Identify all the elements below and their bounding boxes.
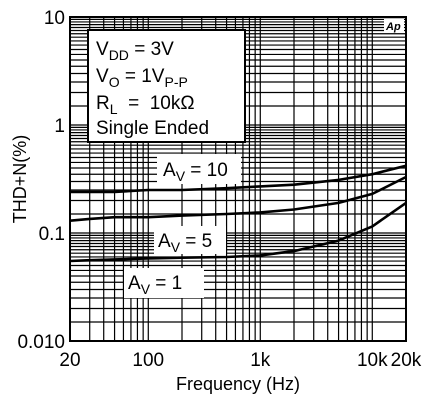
series-line-2: [69, 201, 407, 263]
y-tick-label: 0.010: [17, 332, 65, 353]
y-tick-labels: 10 1 0.1 0.010: [17, 8, 65, 353]
x-tick-label: 100: [132, 350, 164, 371]
y-axis-label: THD+N(%): [10, 135, 30, 224]
series-label-av10-text: AV = 10: [163, 160, 228, 184]
series-label-av1: AV = 1: [124, 268, 204, 298]
x-axis-label: Frequency (Hz): [176, 374, 300, 394]
ap-logo-bg: [384, 19, 404, 33]
series-label-av1-bg: [124, 268, 204, 298]
plot-frame: [69, 16, 407, 342]
series-label-av5: AV = 5: [154, 226, 226, 255]
condition-vo: VO = 1VP-P: [96, 66, 188, 90]
ap-logo: Ap: [384, 19, 404, 33]
y-tick-label: 10: [44, 8, 65, 29]
series-label-av10: AV = 10: [157, 154, 241, 184]
x-tick-label: 10k: [357, 350, 388, 371]
conditions-box-frame: [87, 29, 246, 143]
series-line-1: [69, 175, 407, 222]
condition-mode: Single Ended: [96, 118, 209, 139]
series-curves: [69, 164, 407, 263]
series-label-av10-bg: [157, 154, 241, 184]
condition-vdd: VDD = 3V: [96, 39, 174, 63]
series-label-av5-bg: [154, 226, 226, 254]
conditions-box: VDD = 3V VO = 1VP-P RL = 10kΩ Single End…: [87, 29, 246, 143]
series-label-av5-text: AV = 5: [158, 231, 212, 255]
series-line-0: [70, 164, 407, 194]
condition-rl: RL = 10kΩ: [96, 93, 195, 117]
y-tick-label: 1: [54, 116, 65, 137]
x-tick-labels: 20 100 1k 10k 20k: [59, 350, 421, 371]
x-tick-label: 20k: [391, 350, 422, 371]
series-label-av1-text: AV = 1: [128, 273, 182, 297]
x-tick-label: 20: [59, 350, 80, 371]
x-tick-label: 1k: [250, 350, 271, 371]
y-tick-label: 0.1: [39, 224, 65, 245]
ap-logo-text: Ap: [385, 21, 401, 33]
